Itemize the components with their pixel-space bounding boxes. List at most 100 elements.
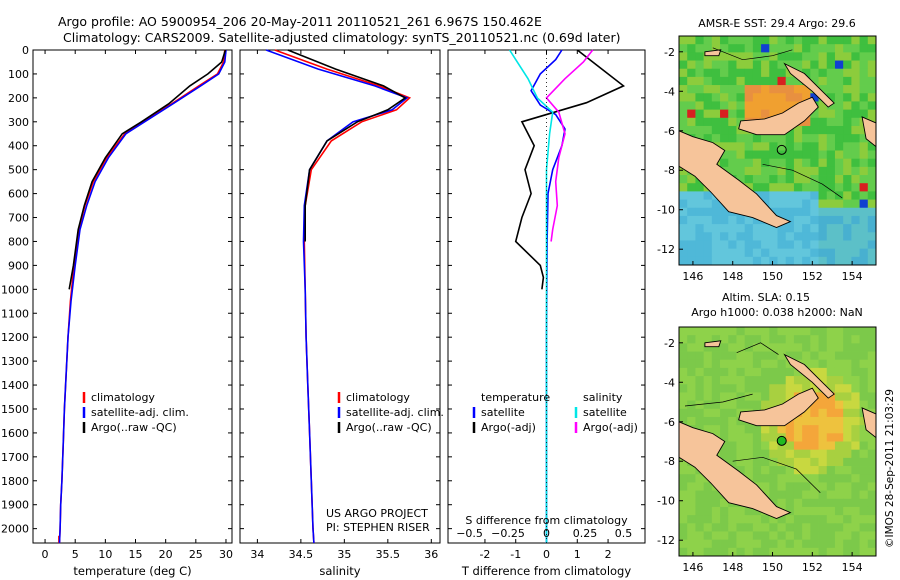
sst-map-cell — [703, 109, 713, 119]
sst-map-cell — [802, 158, 811, 168]
sst-map-cell — [859, 150, 869, 160]
sst-map-cell — [867, 85, 877, 94]
sst-map-cell — [769, 44, 778, 53]
sla-map-cell — [826, 327, 836, 336]
sst-map-cell — [711, 60, 721, 70]
sla-map-cell — [802, 457, 811, 467]
sst-map-cell — [777, 158, 787, 168]
sst-map-cell — [744, 68, 754, 78]
sla-map-cell — [777, 351, 787, 361]
sst-map-cell — [843, 60, 852, 70]
sla-map-cell — [843, 425, 852, 434]
sst-map-cell — [769, 142, 778, 151]
sla-map-cell — [695, 482, 705, 491]
sla-map-cell — [720, 376, 729, 385]
sla-map-float-marker — [776, 435, 787, 446]
sla-map-cell — [720, 327, 729, 336]
sla-map-cell — [826, 416, 836, 426]
sla-map-cell — [679, 416, 688, 426]
sst-map-cell — [736, 158, 746, 168]
sla-map-cell — [810, 400, 819, 410]
sla-map-cell — [826, 457, 836, 467]
sst-map-cell — [703, 36, 713, 45]
sst-map-cell — [720, 256, 729, 266]
sla-map-cell — [728, 359, 737, 369]
sla-map-cell — [859, 400, 869, 410]
sla-map-cell — [769, 523, 778, 532]
sst-map-cell — [867, 199, 877, 209]
sst-map-cell — [728, 36, 737, 45]
sla-map-cell — [785, 425, 795, 434]
sla-map-cell — [793, 523, 803, 532]
temperature-ytick-label: 1800 — [1, 475, 29, 488]
sla-map-cell — [810, 367, 819, 377]
sst-map-cell — [818, 52, 828, 61]
sla-map-cell — [785, 449, 795, 459]
sla-map-cell — [843, 392, 852, 402]
sla-map-cell — [810, 441, 819, 451]
sst-map-cell — [744, 256, 754, 266]
sla-map-cell — [777, 539, 787, 549]
sla-map-cell — [769, 515, 778, 524]
sla-map-cell — [843, 343, 852, 352]
sst-map-cell — [695, 52, 705, 61]
sla-map-cell — [769, 531, 778, 541]
sla-map-cell — [793, 547, 803, 557]
temperature-ytick-label: 1500 — [1, 403, 29, 416]
sst-map-cell — [687, 85, 696, 94]
sst-map-cell — [728, 52, 737, 61]
sla-map-cell — [679, 466, 688, 475]
salinity-xtick-label: 35 — [337, 548, 351, 561]
sst-map-cell — [769, 256, 778, 266]
sst-map-cell — [851, 248, 860, 258]
sst-map-cell — [802, 183, 811, 192]
sst-map-cell — [867, 93, 877, 102]
sla-map-cell — [793, 376, 803, 385]
sla-map-cell — [867, 539, 877, 549]
sla-map-cell — [818, 466, 828, 475]
sst-map-cell — [720, 158, 729, 168]
sla-map-cell — [843, 547, 852, 557]
sla-map-cell — [834, 425, 844, 434]
salinity-plot-frame — [239, 49, 441, 544]
sst-map-cell — [679, 52, 688, 61]
sla-map-cell — [810, 490, 819, 500]
sst-map-cell — [720, 142, 729, 151]
sst-map-cell — [703, 240, 713, 250]
difference-xtick-label: -2 — [479, 548, 490, 561]
sla-map-cell — [703, 327, 713, 336]
sla-map-cell — [843, 466, 852, 475]
sla-map-cell — [703, 515, 713, 524]
sla-map-cell — [859, 466, 869, 475]
sla-map-cell — [851, 416, 860, 426]
sla-map-cell — [695, 506, 705, 516]
sst-map-cell — [834, 183, 844, 192]
sla-map-cell — [851, 392, 860, 402]
sla-map-cell — [720, 433, 729, 442]
sla-map-cell — [810, 498, 819, 508]
sst-map-cell — [695, 183, 705, 192]
sla-map-cell — [761, 531, 770, 541]
sst-map-cell — [810, 36, 819, 45]
sla-map-cell — [752, 400, 762, 410]
sst-map-cell — [867, 68, 877, 78]
sla-map-cell — [752, 335, 762, 344]
sst-map-cell — [761, 191, 770, 200]
sla-map-ytick-label: -2 — [664, 337, 675, 350]
sla-map-cell — [728, 515, 737, 524]
sla-map-cell — [859, 384, 869, 393]
sla-map-cell — [834, 416, 844, 426]
sla-map-cell — [867, 351, 877, 361]
sst-map-cell — [728, 240, 737, 250]
sla-map-cell — [720, 384, 729, 393]
sla-map-cell — [867, 327, 877, 336]
sst-map-cell — [793, 215, 803, 225]
sla-map-cell — [752, 441, 762, 451]
sst-map-cell — [703, 248, 713, 258]
sst-map-cell — [761, 256, 770, 266]
sla-map-cell — [752, 376, 762, 385]
sst-map-cell — [810, 158, 819, 168]
sst-map-cell — [793, 166, 803, 176]
sla-map-cell — [761, 523, 770, 532]
sla-map-cell — [703, 506, 713, 516]
